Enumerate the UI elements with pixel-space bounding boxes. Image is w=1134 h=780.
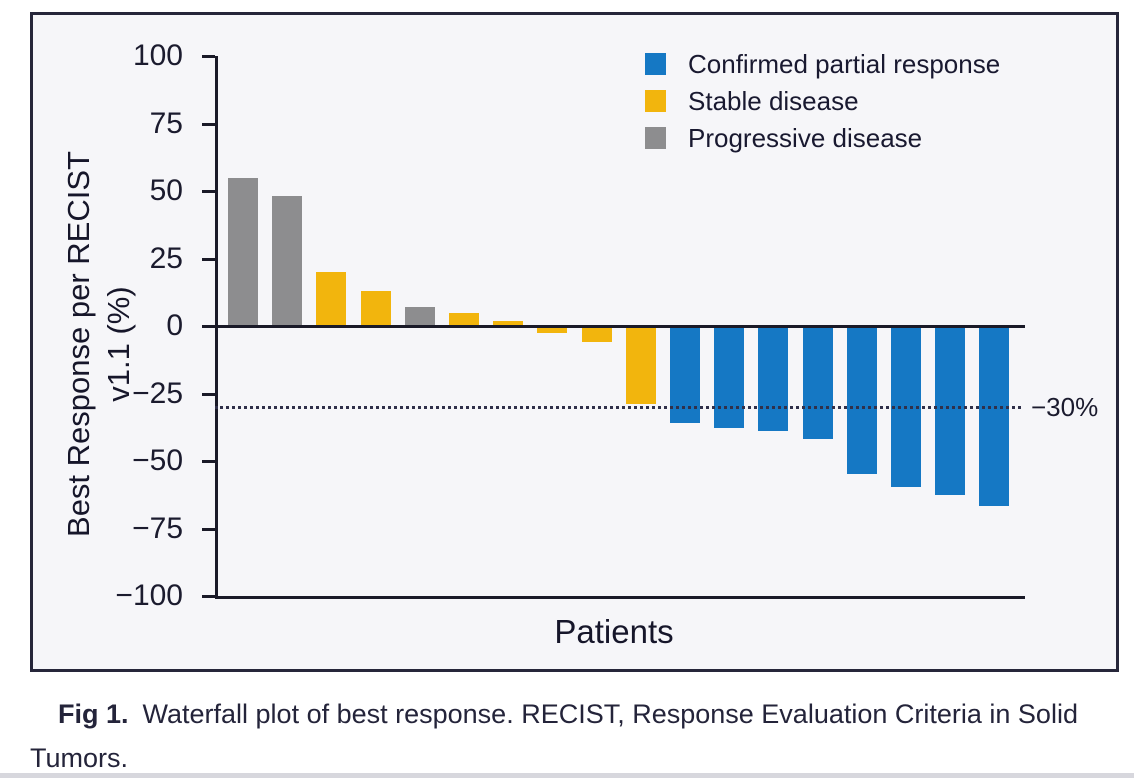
waterfall-figure: Best Response per RECIST v1.1 (%) 100 75 5… [30,12,1119,672]
y-tick-label: 50 [149,174,183,207]
y-tick-label: −75 [132,511,183,545]
reference-line-minus-30pct [215,406,1021,409]
bar-P1-progressive-disease [228,177,258,326]
y-tick-label: 100 [132,39,183,72]
x-axis-line [215,596,1025,599]
y-tick-label: 75 [149,106,183,140]
y-tick-mark [202,527,215,531]
legend: Confirmed partial response Stable disease… [645,45,1000,156]
y-tick-label: 25 [149,241,183,275]
y-tick-mark [202,122,215,126]
legend-swatch-progressive-disease [645,126,666,149]
figure-caption: Fig 1. Waterfall plot of best response. R… [30,692,1116,780]
bar-P15-confirmed-partial-response [846,328,877,474]
y-tick-mark [202,55,215,58]
bar-P5-progressive-disease [404,307,435,326]
reference-line-label: −30% [1031,392,1099,422]
y-tick-mark [202,325,215,328]
legend-label-confirmed-partial-response: Confirmed partial response [688,48,1001,79]
bar-P9-stable-disease [581,328,612,342]
legend-row-confirmed-partial-response: Confirmed partial response [645,45,1000,82]
y-tick-mark [202,595,215,598]
y-tick-label: −25 [132,376,183,410]
legend-row-stable-disease: Stable disease [645,82,1000,119]
bar-P7-stable-disease [493,320,524,326]
bar-P13-confirmed-partial-response [758,328,789,431]
zero-baseline [215,325,1025,328]
bar-P2-progressive-disease [272,196,303,326]
bar-P3-stable-disease [316,272,347,326]
legend-label-stable-disease: Stable disease [688,85,859,116]
bar-P12-confirmed-partial-response [714,328,745,428]
bar-P18-confirmed-partial-response [979,328,1010,507]
y-tick-mark [202,190,215,193]
y-tick-label: −50 [132,444,183,477]
x-axis-title: Patients [554,613,674,650]
y-tick-label: −100 [115,579,183,612]
y-tick-mark [202,257,215,261]
caption-label: Fig 1. [58,699,129,729]
legend-swatch-stable-disease [645,89,666,112]
bar-P4-stable-disease [360,290,391,326]
bar-P6-stable-disease [449,312,479,326]
y-tick-mark [202,460,215,463]
bar-P17-confirmed-partial-response [935,328,966,496]
y-tick-label: 0 [166,309,183,342]
bottom-edge-strip [0,773,1134,778]
bar-P14-confirmed-partial-response [802,328,833,439]
bar-P8-stable-disease [537,328,568,334]
legend-swatch-confirmed-partial-response [645,52,666,75]
legend-label-progressive-disease: Progressive disease [688,122,923,153]
y-tick-mark [202,392,215,396]
caption-text: Waterfall plot of best response. RECIST,… [30,699,1078,773]
bar-P10-stable-disease [625,328,656,404]
legend-row-progressive-disease: Progressive disease [645,119,1000,156]
